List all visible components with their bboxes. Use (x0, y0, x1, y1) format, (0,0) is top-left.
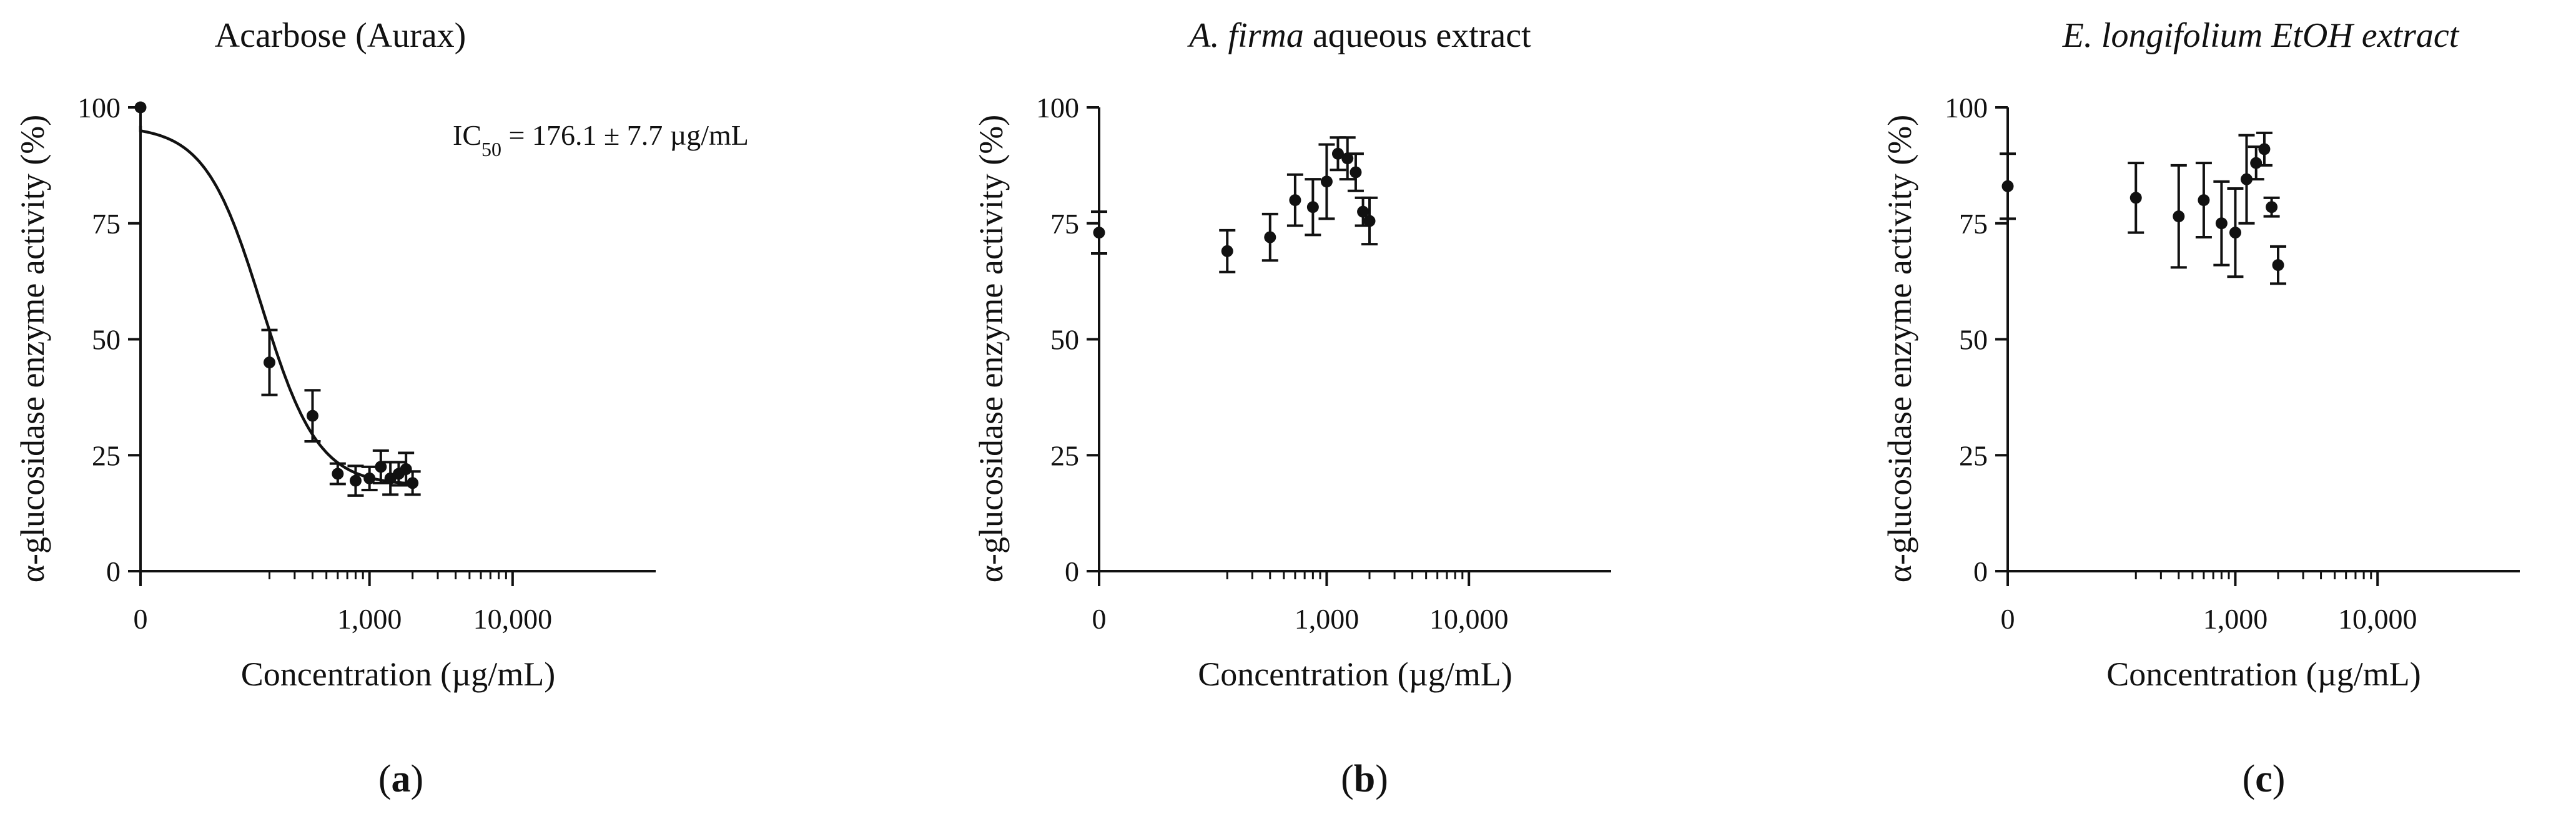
x-axis-title: Concentration (µg/mL) (2106, 655, 2421, 693)
y-tick-label: 75 (92, 208, 121, 240)
x-tick-label: 0 (134, 603, 148, 635)
data-point (1093, 227, 1105, 239)
data-point (2215, 217, 2228, 230)
y-tick-label: 0 (1065, 556, 1079, 587)
panel-label-letter: b (1354, 758, 1375, 800)
panel-label-open: ( (1341, 758, 1354, 800)
panel-label-close: ) (1375, 758, 1388, 800)
y-tick-label: 0 (106, 556, 121, 587)
data-point (1357, 205, 1369, 218)
data-point (1363, 215, 1376, 227)
data-point (2240, 173, 2253, 185)
data-point (2272, 259, 2284, 272)
y-tick-label: 25 (1050, 439, 1079, 471)
panel-label-open: ( (378, 758, 392, 800)
data-point (349, 474, 362, 487)
y-tick-label: 100 (1945, 92, 1988, 124)
data-point (2266, 201, 2278, 213)
y-tick-label: 50 (92, 324, 121, 356)
data-point (407, 477, 419, 489)
data-point (306, 409, 318, 422)
y-tick-label: 75 (1959, 208, 1988, 240)
data-point (2229, 227, 2241, 239)
y-tick-label: 75 (1050, 208, 1079, 240)
ic50-annotation-part: 50 (481, 138, 501, 160)
y-tick-label: 50 (1050, 324, 1079, 356)
data-point (2001, 180, 2014, 192)
panel-label: (c) (2243, 758, 2286, 800)
x-tick-label: 0 (1092, 603, 1107, 635)
data-point (332, 468, 344, 480)
data-point (400, 463, 412, 476)
data-point (363, 472, 376, 484)
x-tick-label: 10,000 (1429, 603, 1509, 635)
chart-title: E. longifolium EtOH extract (2062, 16, 2460, 55)
data-point (2258, 143, 2271, 155)
data-point (2129, 192, 2142, 204)
chart-panel-c: E. longifolium EtOH extract 0 25 50 75 100 0 1,… (1881, 16, 2520, 800)
panel-label: (a) (378, 758, 423, 800)
chart-title: A. firma aqueous extract (1187, 16, 1531, 55)
data-point (1306, 201, 1319, 213)
x-tick-label: 0 (2001, 603, 2015, 635)
x-tick-label: 10,000 (473, 603, 553, 635)
y-axis-title: α-glucosidase enzyme activity (%) (972, 115, 1010, 583)
data-point (1264, 231, 1276, 243)
data-point (2173, 210, 2185, 223)
ic50-annotation-part: = 176.1 ± 7.7 µg/mL (501, 119, 749, 151)
panel-label-close: ) (2273, 758, 2286, 800)
y-axis-title: α-glucosidase enzyme activity (%) (14, 115, 51, 583)
data-point (1320, 175, 1333, 188)
data-point (1331, 147, 1344, 160)
x-tick-label: 1,000 (2203, 603, 2268, 635)
x-axis-title: Concentration (µg/mL) (1198, 655, 1512, 693)
chart-panel-b: A. firma aqueous extract 0 25 50 75 100 0 1,000… (972, 16, 1611, 800)
chart-title-part: A. firma (1187, 16, 1304, 55)
data-point (263, 356, 275, 369)
data-point (2198, 194, 2210, 207)
chart-title-part: E. longifolium EtOH extract (2062, 16, 2460, 55)
panel-label-open: ( (2243, 758, 2256, 800)
panel-label-close: ) (411, 758, 424, 800)
data-point (1341, 152, 1354, 165)
y-tick-label: 100 (77, 92, 121, 124)
y-tick-label: 25 (92, 439, 121, 471)
data-point (134, 101, 147, 114)
panel-label: (b) (1341, 758, 1388, 800)
x-tick-label: 1,000 (1295, 603, 1360, 635)
y-tick-label: 50 (1959, 324, 1988, 356)
chart-title: Acarbose (Aurax) (215, 16, 466, 55)
panel-label-letter: c (2255, 758, 2273, 800)
y-tick-label: 25 (1959, 439, 1988, 471)
x-tick-label: 1,000 (337, 603, 402, 635)
fit-curve (139, 125, 413, 486)
x-tick-label: 10,000 (2338, 603, 2417, 635)
chart-title-part: Acarbose (Aurax) (215, 16, 466, 55)
ic50-annotation-part: IC (453, 119, 481, 151)
ic50-annotation: IC50 = 176.1 ± 7.7 µg/mL (453, 119, 749, 160)
data-point (1221, 245, 1233, 257)
chart-panel-a: Acarbose (Aurax) 0 25 50 75 100 0 1,000 10,000 Co… (14, 16, 749, 800)
panel-label-letter: a (392, 758, 411, 800)
y-axis-title: α-glucosidase enzyme activity (%) (1881, 115, 1918, 583)
chart-title-part: aqueous extract (1304, 16, 1531, 55)
y-tick-label: 0 (1973, 556, 1988, 587)
y-tick-label: 100 (1036, 92, 1079, 124)
data-point (375, 461, 387, 473)
data-point (2250, 157, 2263, 169)
data-point (1350, 166, 1362, 179)
data-point (1289, 194, 1301, 207)
x-axis-title: Concentration (µg/mL) (241, 655, 555, 693)
